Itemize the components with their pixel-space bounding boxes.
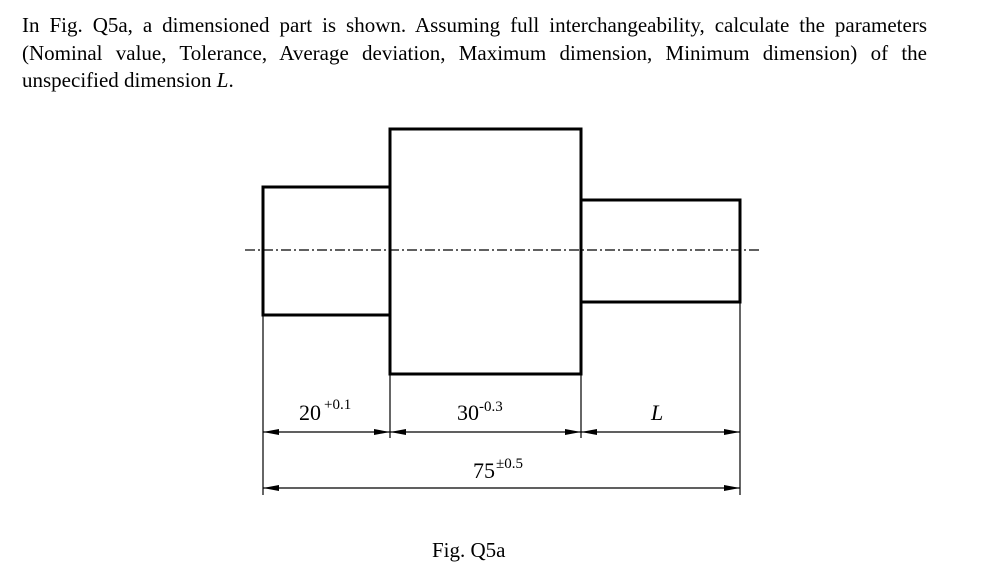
left-shaft [261, 185, 392, 317]
question: In Fig. Q5a, a dimensioned part is shown… [22, 12, 927, 95]
dim-tolerance: ±0.5 [496, 456, 523, 472]
question-symbol: L [216, 68, 229, 92]
middle-body [388, 127, 583, 376]
right-shaft [579, 198, 742, 304]
dim-nominal: 30 [457, 400, 479, 425]
dim-nominal: 20 [299, 400, 321, 425]
dim-nominal: 75 [473, 458, 495, 483]
dim-tolerance: -0.3 [479, 399, 503, 415]
dim-nominal: L [650, 400, 663, 425]
dim-tolerance: +0.1 [324, 397, 351, 413]
question-end: . [228, 68, 234, 92]
figure-caption: Fig. Q5a [432, 538, 506, 562]
question-text: In Fig. Q5a, a dimensioned part is shown… [22, 13, 927, 92]
